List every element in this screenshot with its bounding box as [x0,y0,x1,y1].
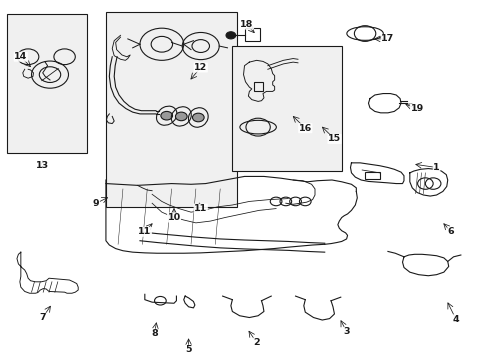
Text: 12: 12 [194,63,207,72]
Circle shape [225,32,235,39]
Bar [232,46,341,171]
Text: 3: 3 [343,327,349,336]
Bar [7,14,87,153]
Bar [365,172,379,179]
Text: 15: 15 [327,134,340,143]
Text: 8: 8 [151,329,158,338]
Text: 5: 5 [185,345,191,354]
Circle shape [161,111,172,120]
Bar [245,28,260,41]
Bar [254,82,263,91]
Text: 6: 6 [447,227,453,236]
Text: 13: 13 [36,161,49,170]
Text: 18: 18 [240,20,253,29]
Text: 16: 16 [298,124,311,133]
Circle shape [175,112,187,121]
Bar [106,12,237,207]
Text: 4: 4 [452,315,458,324]
Circle shape [192,113,203,122]
Text: 7: 7 [40,313,46,322]
Text: 9: 9 [93,199,100,208]
Text: 17: 17 [381,35,394,44]
Text: 14: 14 [14,52,27,61]
Text: 19: 19 [409,104,423,113]
Text: 11: 11 [138,227,151,236]
Text: 1: 1 [432,163,439,172]
Text: 11: 11 [194,204,207,213]
Text: 2: 2 [253,338,260,347]
Text: 10: 10 [167,213,180,222]
